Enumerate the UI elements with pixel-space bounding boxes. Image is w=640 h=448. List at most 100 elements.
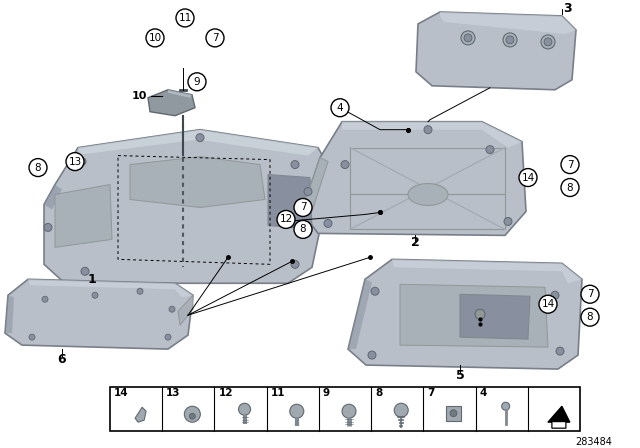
- Text: 8: 8: [375, 388, 382, 398]
- Polygon shape: [44, 185, 62, 210]
- Circle shape: [342, 404, 356, 418]
- Polygon shape: [302, 158, 328, 211]
- Circle shape: [561, 179, 579, 197]
- Circle shape: [291, 160, 299, 168]
- Circle shape: [506, 36, 514, 44]
- Text: 14: 14: [522, 172, 534, 182]
- Circle shape: [176, 9, 194, 27]
- Circle shape: [539, 295, 557, 313]
- Text: 6: 6: [58, 353, 67, 366]
- Text: 10: 10: [132, 91, 147, 101]
- Circle shape: [486, 146, 494, 154]
- Polygon shape: [416, 12, 576, 90]
- Circle shape: [371, 287, 379, 295]
- Circle shape: [581, 308, 599, 326]
- Circle shape: [239, 403, 250, 415]
- Text: 12: 12: [218, 388, 233, 398]
- Text: 1: 1: [88, 273, 97, 286]
- Text: 283484: 283484: [575, 437, 612, 447]
- Polygon shape: [400, 284, 548, 347]
- Circle shape: [29, 334, 35, 340]
- Text: 14: 14: [114, 388, 129, 398]
- Polygon shape: [548, 406, 570, 422]
- Polygon shape: [5, 279, 193, 349]
- Polygon shape: [5, 295, 14, 333]
- Polygon shape: [440, 12, 576, 34]
- Text: 11: 11: [271, 388, 285, 398]
- Text: 4: 4: [337, 103, 343, 113]
- Circle shape: [146, 29, 164, 47]
- Polygon shape: [78, 129, 318, 155]
- Circle shape: [504, 217, 512, 225]
- Text: 13: 13: [68, 157, 82, 167]
- Text: 8: 8: [566, 182, 573, 193]
- Circle shape: [291, 260, 299, 268]
- Circle shape: [137, 288, 143, 294]
- Text: 7: 7: [300, 202, 307, 212]
- Text: 7: 7: [566, 159, 573, 170]
- Circle shape: [502, 402, 509, 410]
- Polygon shape: [460, 294, 530, 339]
- Circle shape: [188, 73, 206, 91]
- Text: 5: 5: [456, 369, 465, 382]
- Polygon shape: [148, 90, 195, 116]
- Polygon shape: [348, 259, 582, 369]
- Circle shape: [78, 158, 86, 166]
- Polygon shape: [55, 185, 112, 247]
- Circle shape: [324, 220, 332, 228]
- Text: 14: 14: [541, 299, 555, 309]
- Text: 3: 3: [564, 3, 572, 16]
- Polygon shape: [392, 259, 582, 283]
- Circle shape: [81, 267, 89, 275]
- Polygon shape: [130, 157, 265, 207]
- Circle shape: [475, 309, 485, 319]
- Text: 7: 7: [428, 388, 435, 398]
- Circle shape: [541, 35, 555, 49]
- Circle shape: [206, 29, 224, 47]
- Circle shape: [294, 220, 312, 238]
- Circle shape: [294, 198, 312, 216]
- Circle shape: [503, 33, 517, 47]
- Polygon shape: [44, 129, 332, 283]
- Text: 11: 11: [179, 13, 191, 23]
- Circle shape: [165, 334, 171, 340]
- Text: 10: 10: [148, 33, 161, 43]
- Text: 13: 13: [166, 388, 180, 398]
- Text: 9: 9: [323, 388, 330, 398]
- Polygon shape: [302, 122, 526, 235]
- Text: 8: 8: [35, 163, 42, 172]
- Circle shape: [196, 134, 204, 142]
- Circle shape: [92, 292, 98, 298]
- Circle shape: [519, 168, 537, 186]
- Circle shape: [464, 34, 472, 42]
- Circle shape: [66, 153, 84, 171]
- Polygon shape: [178, 295, 193, 325]
- Circle shape: [394, 403, 408, 417]
- Text: 12: 12: [280, 215, 292, 224]
- Circle shape: [42, 296, 48, 302]
- Circle shape: [544, 38, 552, 46]
- Circle shape: [29, 159, 47, 177]
- Polygon shape: [168, 90, 192, 98]
- Circle shape: [461, 31, 475, 45]
- Circle shape: [341, 160, 349, 168]
- Polygon shape: [548, 406, 570, 428]
- FancyBboxPatch shape: [110, 387, 580, 431]
- Circle shape: [290, 404, 304, 418]
- Text: 7: 7: [587, 289, 593, 299]
- Circle shape: [189, 413, 195, 419]
- Circle shape: [561, 155, 579, 173]
- Circle shape: [551, 291, 559, 299]
- Polygon shape: [135, 407, 146, 422]
- Circle shape: [368, 351, 376, 359]
- Text: 8: 8: [300, 224, 307, 234]
- Circle shape: [184, 406, 200, 422]
- Circle shape: [331, 99, 349, 116]
- Text: 9: 9: [194, 77, 200, 87]
- Polygon shape: [342, 122, 522, 148]
- Text: 2: 2: [411, 236, 419, 249]
- Text: 8: 8: [587, 312, 593, 322]
- Polygon shape: [268, 175, 312, 229]
- Circle shape: [277, 211, 295, 228]
- Circle shape: [44, 224, 52, 232]
